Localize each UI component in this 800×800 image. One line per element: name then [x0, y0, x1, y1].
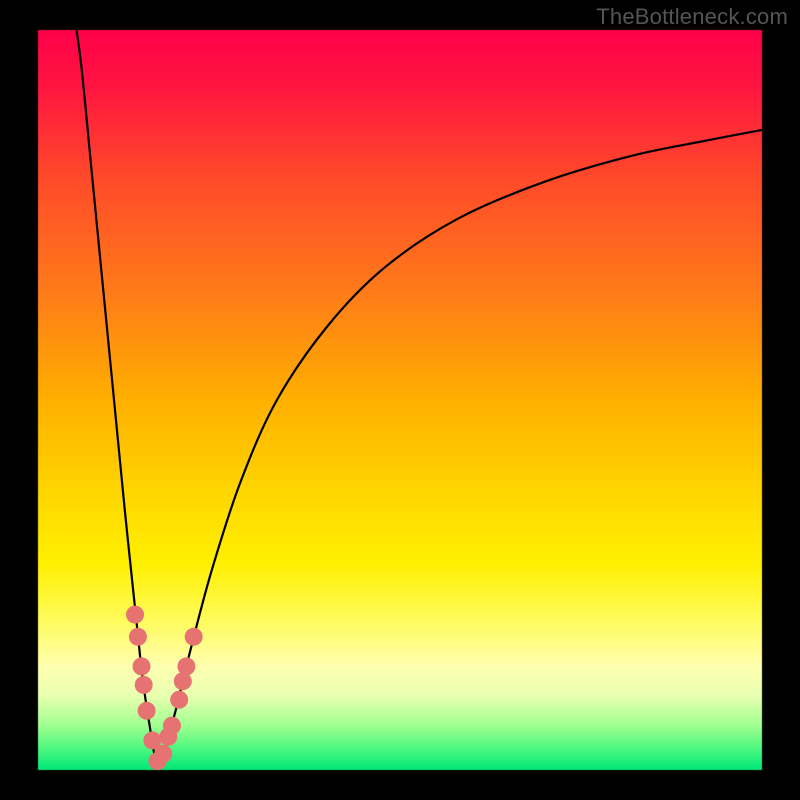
watermark-text: TheBottleneck.com: [596, 4, 788, 30]
right-curve: [157, 130, 762, 764]
data-marker: [170, 691, 188, 709]
data-marker: [135, 676, 153, 694]
data-marker: [163, 717, 181, 735]
data-marker: [185, 628, 203, 646]
left-curve: [74, 15, 157, 764]
bottleneck-curve-plot: [0, 0, 800, 800]
data-marker: [177, 657, 195, 675]
data-marker: [138, 702, 156, 720]
data-marker: [129, 628, 147, 646]
data-marker: [154, 745, 172, 763]
data-marker: [133, 657, 151, 675]
chart-container: TheBottleneck.com: [0, 0, 800, 800]
data-marker: [126, 606, 144, 624]
